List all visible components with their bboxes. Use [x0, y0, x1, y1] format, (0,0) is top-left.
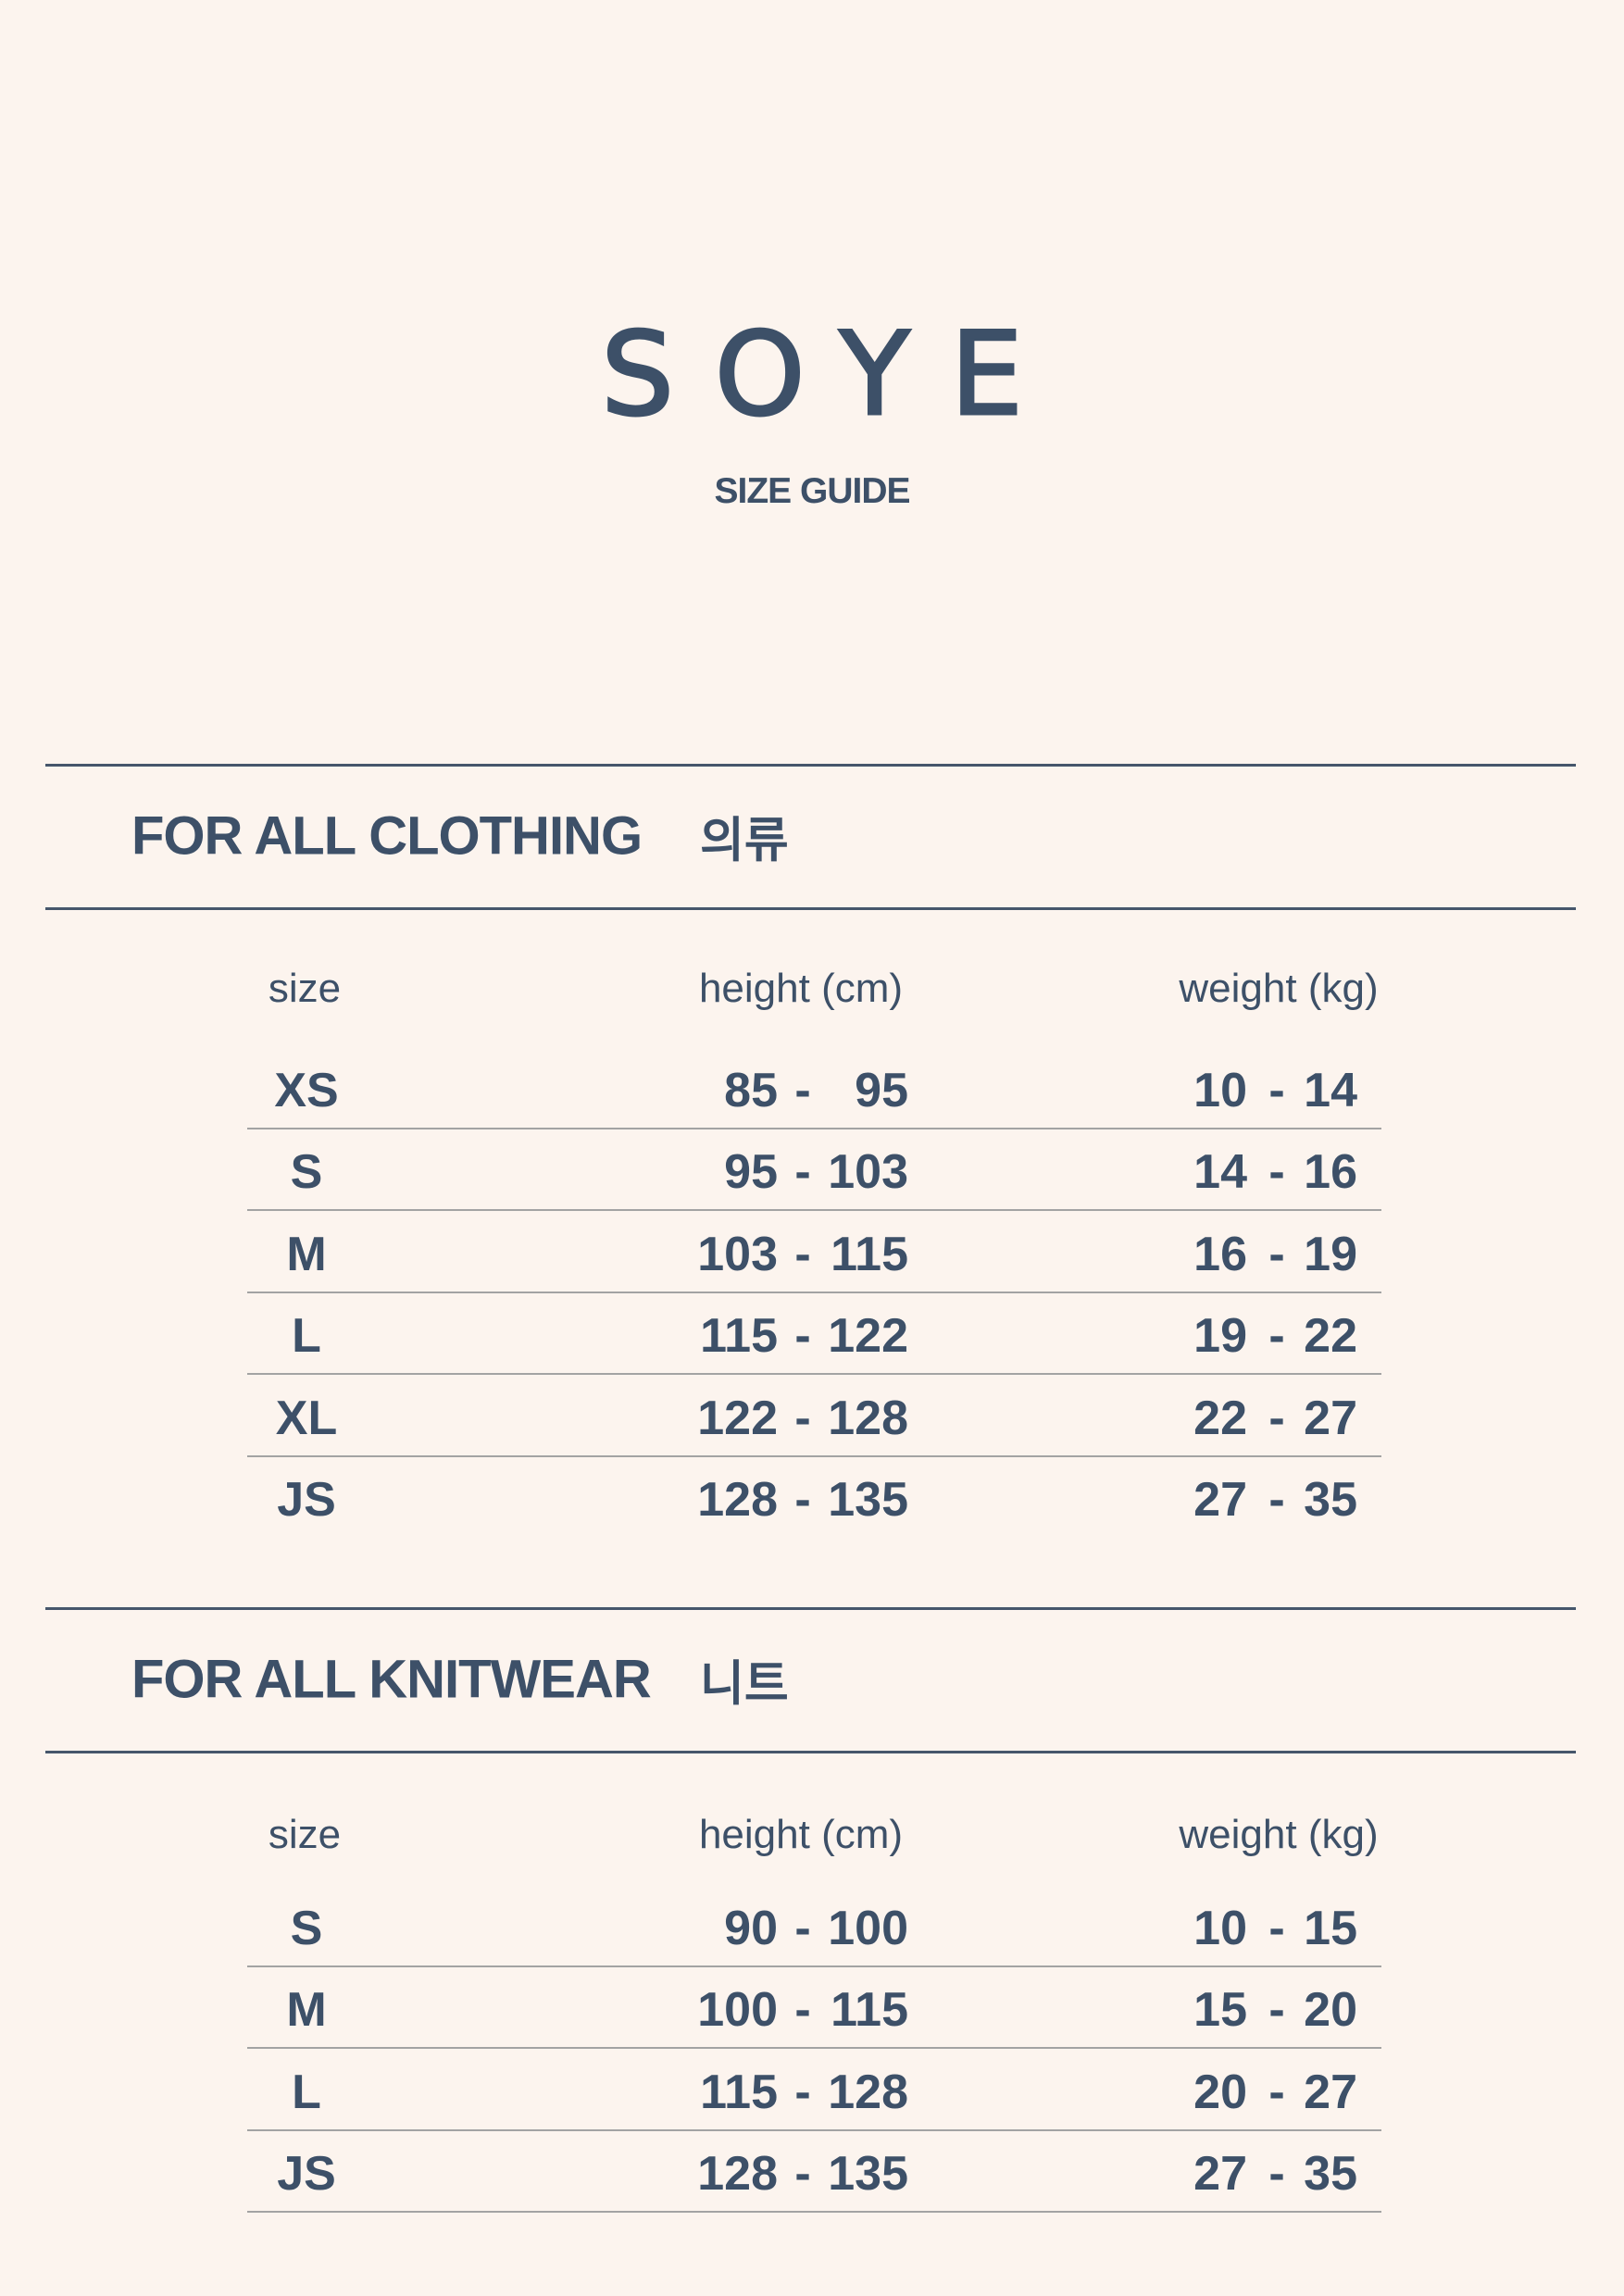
height-min: 128 — [697, 2147, 778, 2202]
height-max: 103 — [828, 1145, 908, 1200]
height-min: 122 — [697, 1391, 778, 1445]
section-title: FOR ALL CLOTHING — [131, 805, 643, 867]
weight-max: 16 — [1304, 1145, 1357, 1200]
height-dash: - — [794, 1145, 811, 1200]
row-separator — [247, 1373, 1381, 1376]
size-label: M — [286, 1983, 327, 2038]
height-dash: - — [794, 1309, 811, 1364]
section-top-rule — [45, 1607, 1576, 1610]
weight-max: 27 — [1304, 1391, 1357, 1445]
height-dash: - — [794, 2065, 811, 2119]
height-max: 100 — [828, 1902, 908, 1955]
weight-max: 20 — [1304, 1983, 1357, 2038]
row-separator — [247, 1965, 1381, 1967]
row-separator — [247, 2211, 1381, 2214]
height-max: 115 — [831, 1983, 908, 2038]
height-dash: - — [794, 1902, 811, 1955]
weight-max: 35 — [1304, 2147, 1357, 2202]
page-subtitle: SIZE GUIDE — [714, 471, 910, 511]
height-max: 135 — [828, 2147, 908, 2202]
height-max: 95 — [855, 1064, 908, 1117]
weight-dash: - — [1268, 2065, 1285, 2119]
height-dash: - — [794, 1983, 811, 2038]
section-top-rule — [45, 764, 1576, 767]
height-min: 115 — [700, 2065, 778, 2119]
weight-dash: - — [1268, 1227, 1285, 1281]
size-label: XL — [275, 1391, 338, 1445]
size-label: S — [290, 1145, 323, 1200]
column-header-height: height (cm) — [698, 1812, 904, 1857]
weight-dash: - — [1268, 1473, 1285, 1527]
column-header-size: size — [268, 1812, 342, 1857]
height-dash: - — [794, 1391, 811, 1445]
height-min: 95 — [724, 1145, 778, 1200]
size-label: JS — [277, 2147, 336, 2202]
weight-min: 19 — [1193, 1309, 1247, 1364]
column-header-weight: weight (kg) — [1179, 966, 1379, 1011]
row-separator — [247, 2128, 1381, 2131]
size-label: XS — [274, 1064, 339, 1117]
weight-min: 10 — [1193, 1902, 1247, 1955]
column-header-height: height (cm) — [698, 966, 904, 1011]
row-separator — [247, 1291, 1381, 1293]
weight-dash: - — [1268, 1145, 1285, 1200]
weight-min: 14 — [1193, 1145, 1247, 1200]
weight-min: 16 — [1193, 1227, 1247, 1281]
section-title-korean: 니트 — [700, 1656, 789, 1713]
weight-dash: - — [1268, 1391, 1285, 1445]
size-label: M — [286, 1227, 327, 1281]
column-header-size: size — [268, 966, 342, 1011]
weight-max: 19 — [1304, 1227, 1357, 1281]
height-min: 115 — [700, 1309, 778, 1364]
weight-min: 10 — [1193, 1064, 1247, 1117]
height-max: 135 — [828, 1473, 908, 1527]
brand-logo: SOYE — [600, 307, 1064, 443]
size-label: L — [292, 1309, 321, 1364]
height-min: 90 — [724, 1902, 778, 1955]
weight-dash: - — [1268, 1309, 1285, 1364]
weight-min: 20 — [1193, 2065, 1247, 2119]
section-bottom-rule — [45, 907, 1576, 910]
height-min: 128 — [697, 1473, 778, 1527]
weight-dash: - — [1268, 1983, 1285, 2038]
weight-max: 14 — [1304, 1064, 1357, 1117]
section-bottom-rule — [45, 1751, 1576, 1753]
height-max: 128 — [828, 2065, 908, 2119]
height-min: 85 — [724, 1064, 778, 1117]
height-max: 122 — [828, 1309, 908, 1364]
weight-min: 22 — [1193, 1391, 1247, 1445]
height-dash: - — [794, 1227, 811, 1281]
section-title: FOR ALL KNITWEAR — [131, 1649, 652, 1710]
height-min: 103 — [697, 1227, 778, 1281]
height-dash: - — [794, 1064, 811, 1117]
weight-min: 15 — [1193, 1983, 1247, 2038]
size-label: S — [290, 1902, 323, 1955]
weight-min: 27 — [1193, 2147, 1247, 2202]
section-title-korean: 의류 — [700, 813, 789, 869]
weight-min: 27 — [1193, 1473, 1247, 1527]
weight-dash: - — [1268, 1902, 1285, 1955]
height-dash: - — [794, 1473, 811, 1527]
row-separator — [247, 2047, 1381, 2050]
height-max: 115 — [831, 1227, 908, 1281]
weight-max: 22 — [1304, 1309, 1357, 1364]
row-separator — [247, 1454, 1381, 1457]
weight-max: 15 — [1304, 1902, 1357, 1955]
column-header-weight: weight (kg) — [1179, 1812, 1379, 1857]
weight-dash: - — [1268, 1064, 1285, 1117]
row-separator — [247, 1209, 1381, 1212]
height-min: 100 — [697, 1983, 778, 2038]
size-label: JS — [277, 1473, 336, 1527]
height-dash: - — [794, 2147, 811, 2202]
weight-max: 27 — [1304, 2065, 1357, 2119]
weight-max: 35 — [1304, 1473, 1357, 1527]
weight-dash: - — [1268, 2147, 1285, 2202]
height-max: 128 — [828, 1391, 908, 1445]
size-label: L — [292, 2065, 321, 2119]
row-separator — [247, 1128, 1381, 1129]
